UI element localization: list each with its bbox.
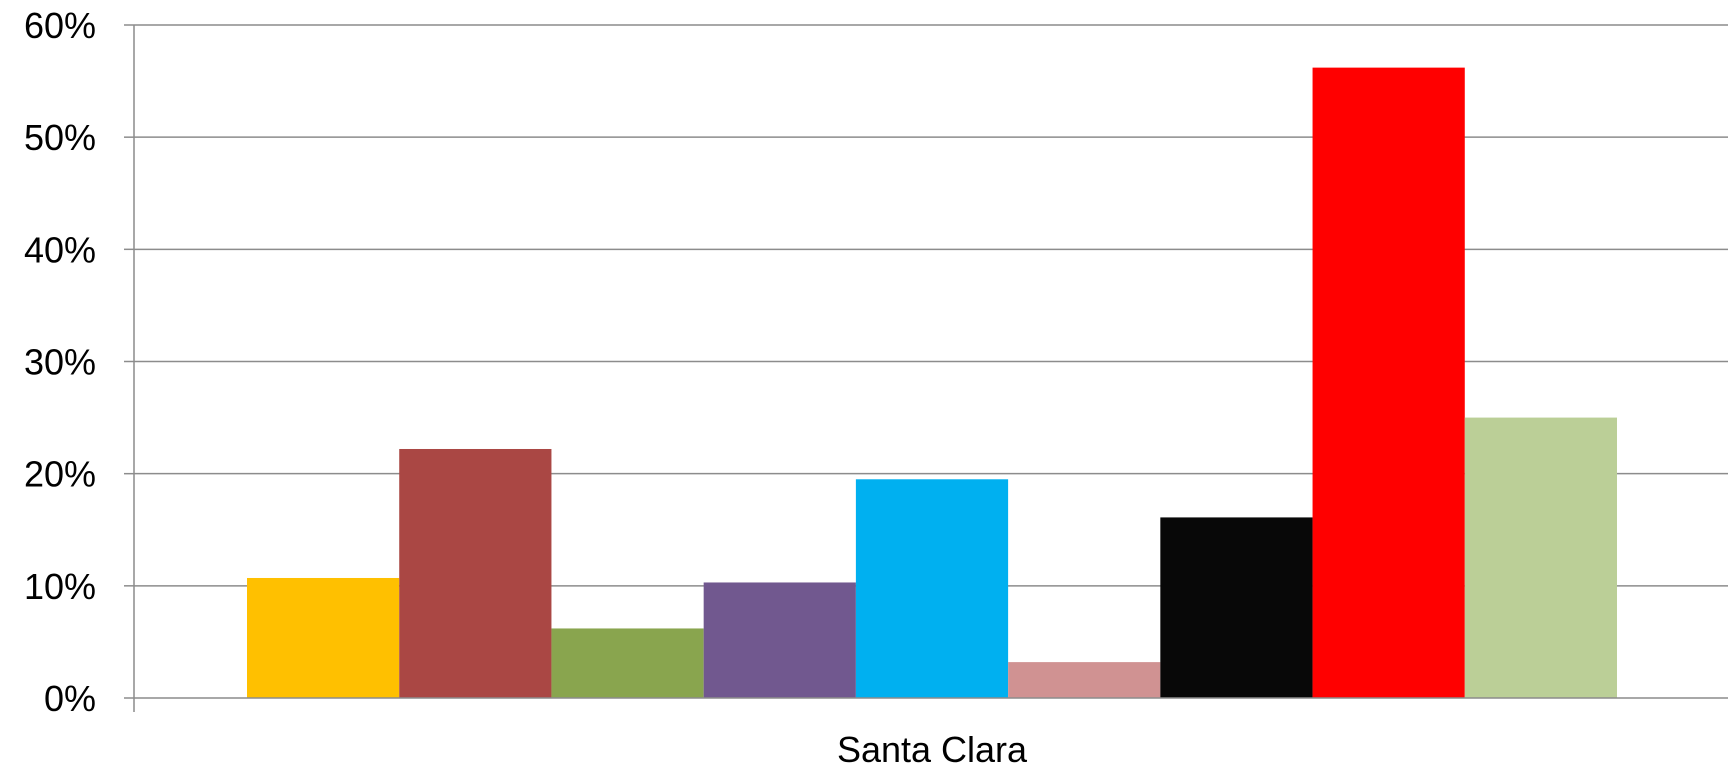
y-tick-label: 30% [24, 341, 96, 382]
y-tick-labels: 0% 10% 20% 30% 40% 50% 60% [24, 5, 96, 719]
y-tick-label: 40% [24, 229, 96, 270]
bar-series-5 [855, 479, 1009, 698]
bar-series-8 [1312, 67, 1465, 698]
axes [124, 24, 1728, 712]
bar-series-2 [399, 448, 552, 698]
x-tick-labels: Santa Clara [837, 729, 1028, 770]
y-tick-label: 0% [44, 678, 96, 719]
y-tick-label: 60% [24, 5, 96, 46]
bar-series-3 [551, 628, 704, 698]
bar-series-7 [1160, 517, 1313, 698]
bar-series-9 [1464, 417, 1617, 698]
y-tick-label: 10% [24, 566, 96, 607]
bar-series-6 [1008, 662, 1161, 698]
bar-series-4 [703, 582, 856, 698]
y-tick-label: 20% [24, 454, 96, 495]
bar-series-1 [247, 577, 400, 698]
bars [247, 67, 1617, 698]
y-tick-label: 50% [24, 117, 96, 158]
x-category-label: Santa Clara [837, 729, 1028, 770]
